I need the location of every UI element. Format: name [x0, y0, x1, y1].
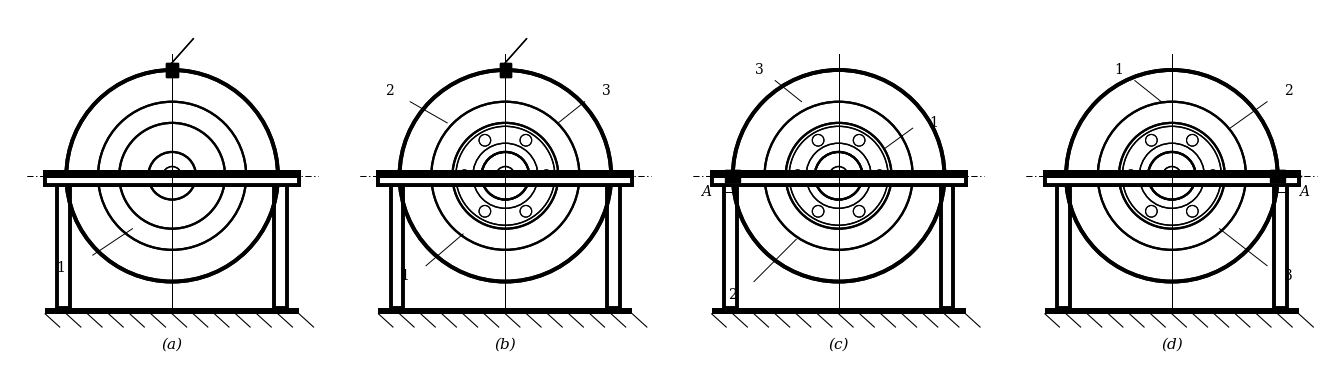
Text: 2: 2: [1284, 84, 1293, 98]
Bar: [712, 172, 965, 178]
Text: 1: 1: [930, 116, 938, 130]
Bar: [712, 172, 965, 185]
Bar: [379, 172, 632, 178]
Bar: [500, 63, 511, 77]
Bar: [712, 172, 965, 178]
Text: A: A: [702, 184, 711, 199]
Text: A: A: [1300, 184, 1309, 199]
Bar: [46, 172, 300, 185]
Bar: [1270, 170, 1285, 181]
Bar: [379, 308, 632, 314]
Bar: [379, 172, 632, 185]
Text: 2: 2: [384, 84, 394, 98]
Bar: [1044, 172, 1298, 178]
Text: (d): (d): [1161, 338, 1183, 352]
Bar: [274, 185, 286, 308]
Bar: [46, 172, 300, 185]
Bar: [46, 172, 300, 178]
Text: 1: 1: [401, 269, 410, 283]
Bar: [1274, 185, 1286, 308]
Bar: [167, 63, 177, 77]
Bar: [1270, 170, 1285, 181]
Text: 3: 3: [755, 63, 763, 77]
Text: 2: 2: [728, 288, 738, 302]
Text: (c): (c): [828, 338, 849, 352]
Bar: [1044, 172, 1298, 178]
Bar: [167, 63, 177, 77]
Text: 3: 3: [602, 84, 610, 98]
Bar: [726, 170, 741, 181]
Bar: [1044, 172, 1298, 185]
Bar: [724, 185, 737, 308]
Text: (b): (b): [495, 338, 516, 352]
Bar: [1044, 308, 1298, 314]
Text: 3: 3: [1284, 269, 1293, 283]
Bar: [712, 308, 965, 314]
Bar: [500, 63, 511, 77]
Bar: [726, 170, 741, 181]
Bar: [607, 185, 620, 308]
Bar: [46, 172, 300, 178]
Text: 1: 1: [56, 261, 66, 275]
Text: (a): (a): [161, 338, 183, 352]
Bar: [712, 172, 965, 185]
Bar: [379, 172, 632, 178]
Bar: [379, 172, 632, 185]
Bar: [391, 185, 403, 308]
Bar: [941, 185, 953, 308]
Text: 1: 1: [1114, 63, 1124, 77]
Bar: [58, 185, 70, 308]
Bar: [46, 308, 300, 314]
Bar: [1058, 185, 1070, 308]
Bar: [1044, 172, 1298, 185]
